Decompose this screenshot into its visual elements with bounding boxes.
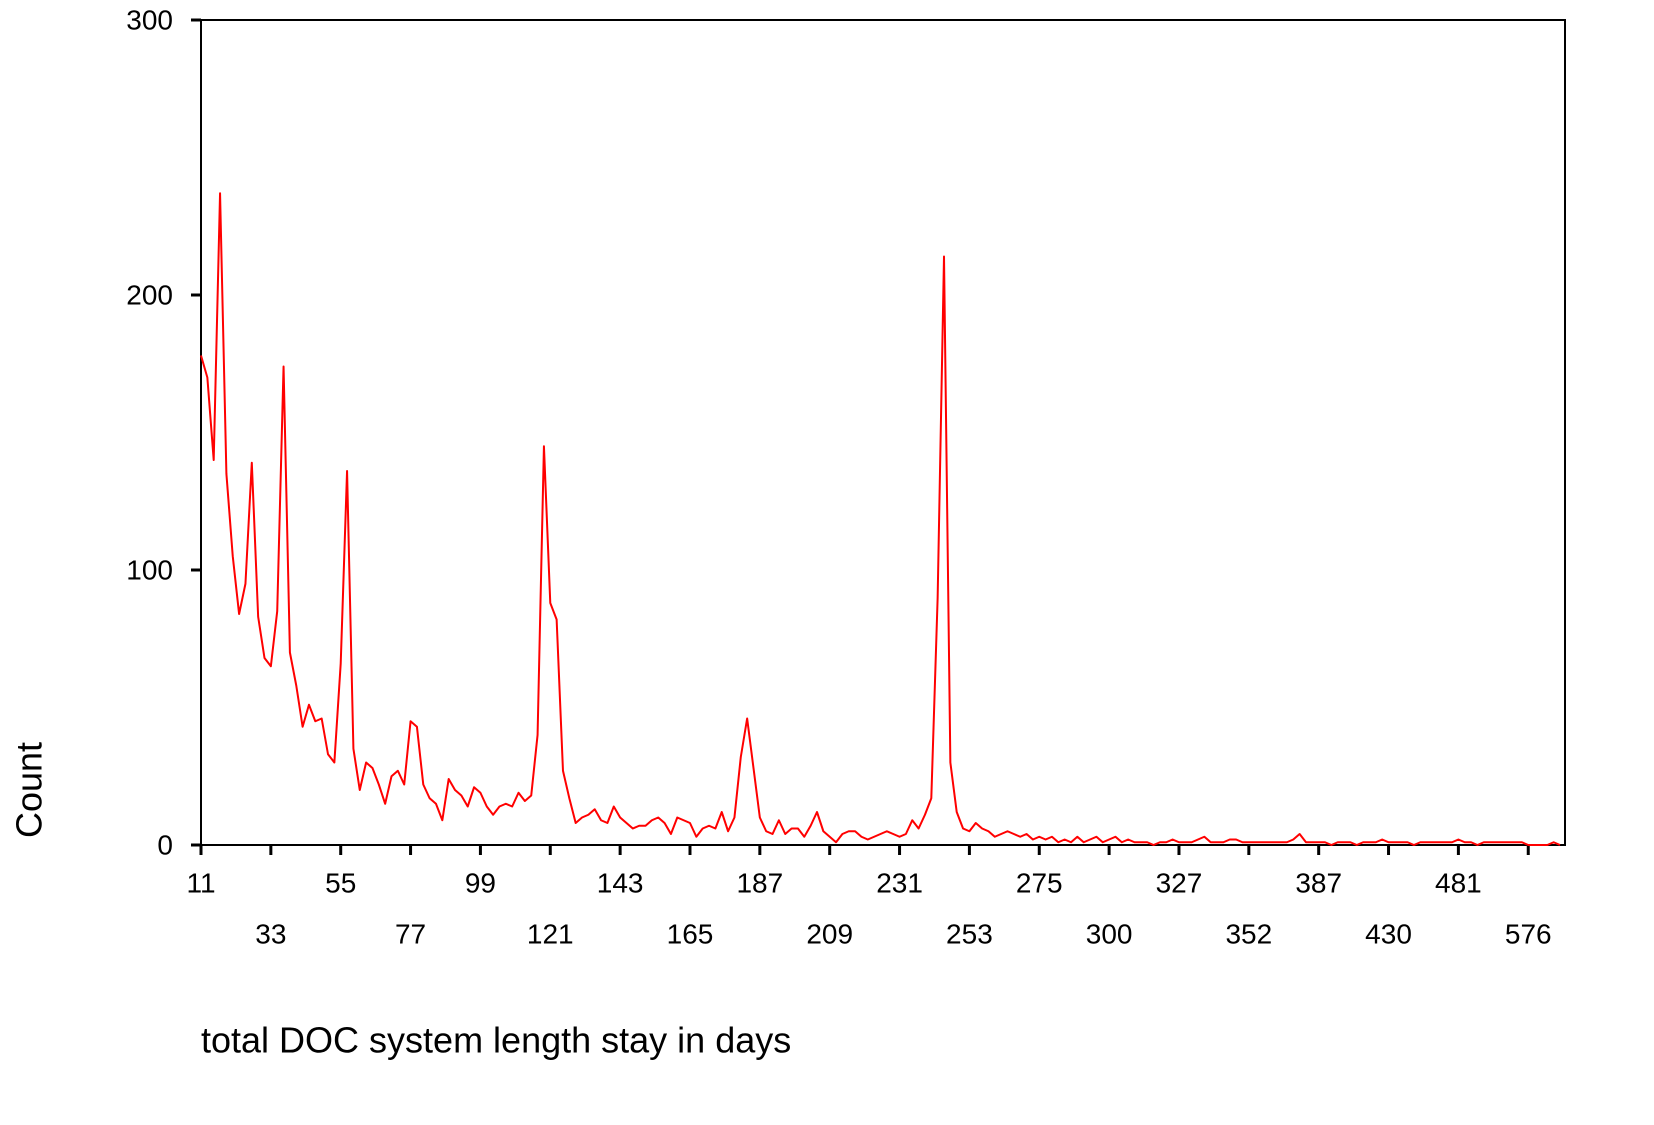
plot-frame [200, 19, 1566, 846]
x-tick-label: 143 [597, 867, 644, 898]
x-tick-label: 481 [1435, 867, 1482, 898]
x-tick-label: 231 [876, 867, 923, 898]
x-tick-label: 275 [1016, 867, 1063, 898]
y-tick-label: 200 [126, 279, 173, 310]
x-tick-label: 165 [667, 918, 714, 949]
x-tick-label: 253 [946, 918, 993, 949]
x-tick-label: 430 [1365, 918, 1412, 949]
x-tick-label: 387 [1295, 867, 1342, 898]
x-tick-label: 576 [1505, 918, 1552, 949]
data-line [200, 192, 1561, 846]
x-tick-label: 187 [736, 867, 783, 898]
x-tick-label: 121 [527, 918, 574, 949]
x-tick-label: 55 [325, 867, 356, 898]
x-tick-label: 209 [806, 918, 853, 949]
y-tick-label: 0 [157, 829, 173, 860]
x-tick-label: 327 [1156, 867, 1203, 898]
x-tick-label: 33 [255, 918, 286, 949]
y-axis-title: Count [9, 742, 50, 838]
x-tick-label: 99 [465, 867, 496, 898]
y-tick-label: 300 [126, 4, 173, 35]
x-tick-label: 77 [395, 918, 426, 949]
y-tick-label: 100 [126, 554, 173, 585]
x-tick-label: 300 [1086, 918, 1133, 949]
x-tick-label: 11 [186, 867, 215, 898]
x-axis-title: total DOC system length stay in days [201, 1020, 791, 1061]
x-tick-label: 352 [1225, 918, 1272, 949]
